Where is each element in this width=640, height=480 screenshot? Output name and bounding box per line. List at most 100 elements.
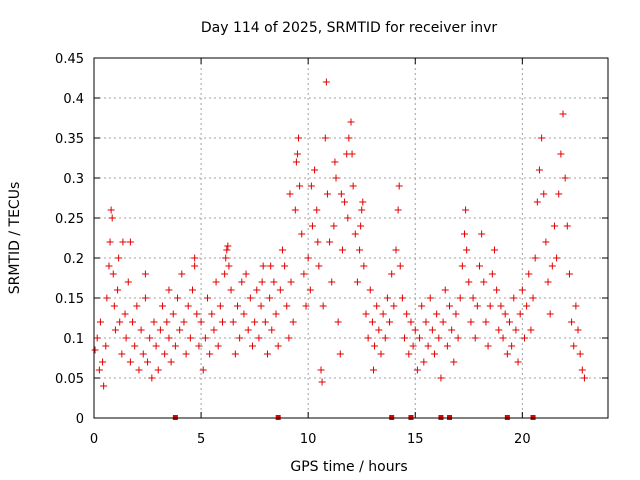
data-point — [359, 198, 367, 206]
data-point — [488, 270, 496, 278]
data-point — [540, 190, 548, 198]
data-point — [409, 342, 417, 350]
data-point — [261, 318, 269, 326]
data-point — [242, 270, 250, 278]
data-point — [171, 342, 179, 350]
data-point — [550, 222, 558, 230]
data-point — [533, 198, 541, 206]
data-point — [443, 342, 451, 350]
data-point — [214, 342, 222, 350]
y-tick-label: 0.2 — [63, 252, 84, 267]
data-point — [137, 326, 145, 334]
y-tick-label: 0.45 — [55, 52, 84, 67]
data-point — [189, 286, 197, 294]
data-point — [420, 358, 428, 366]
data-point — [257, 302, 265, 310]
data-point — [201, 334, 209, 342]
data-point — [274, 342, 282, 350]
data-point — [394, 206, 402, 214]
y-tick-label: 0.1 — [63, 332, 84, 347]
data-point — [405, 350, 413, 358]
data-point — [398, 294, 406, 302]
data-point — [463, 246, 471, 254]
data-point — [531, 254, 539, 262]
data-point — [484, 342, 492, 350]
data-point — [527, 326, 535, 334]
data-point — [345, 134, 353, 142]
data-point — [300, 270, 308, 278]
data-point — [204, 294, 212, 302]
data-point — [251, 318, 259, 326]
data-point — [395, 182, 403, 190]
data-point — [568, 318, 576, 326]
data-point — [336, 350, 344, 358]
data-point — [178, 270, 186, 278]
data-point — [407, 318, 415, 326]
data-point — [174, 294, 182, 302]
data-point — [141, 294, 149, 302]
data-point — [403, 310, 411, 318]
data-point — [182, 350, 190, 358]
data-point — [314, 238, 322, 246]
y-tick-label: 0.05 — [55, 372, 84, 387]
data-point — [458, 262, 466, 270]
data-point — [102, 342, 110, 350]
data-point — [295, 134, 303, 142]
y-tick-labels: 0 0.05 0.1 0.15 0.2 0.25 0.3 0.35 0.4 0.45 — [55, 52, 84, 427]
data-point — [223, 246, 231, 254]
data-point — [362, 310, 370, 318]
data-point — [379, 310, 387, 318]
data-point — [401, 334, 409, 342]
data-point — [184, 302, 192, 310]
data-point — [236, 334, 244, 342]
data-point — [326, 238, 334, 246]
data-point — [283, 302, 291, 310]
data-point — [103, 294, 111, 302]
data-point — [431, 350, 439, 358]
data-point — [344, 214, 352, 222]
data-point — [331, 158, 339, 166]
data-point — [448, 326, 456, 334]
data-point — [210, 326, 218, 334]
data-point — [578, 366, 586, 374]
data-point — [572, 302, 580, 310]
data-point — [100, 382, 108, 390]
data-point — [565, 270, 573, 278]
data-point — [435, 334, 443, 342]
data-point — [212, 278, 220, 286]
data-point — [199, 366, 207, 374]
data-point — [165, 286, 173, 294]
data-point — [268, 326, 276, 334]
data-point — [195, 342, 203, 350]
data-point — [139, 350, 147, 358]
data-point — [255, 334, 263, 342]
data-point — [263, 350, 271, 358]
data-point — [111, 326, 119, 334]
data-point — [322, 78, 330, 86]
data-point — [480, 278, 488, 286]
data-point — [542, 238, 550, 246]
data-point — [559, 110, 567, 118]
data-point — [124, 278, 132, 286]
data-point — [364, 334, 372, 342]
data-point — [105, 262, 113, 270]
data-point — [535, 166, 543, 174]
data-point — [176, 326, 184, 334]
data-point — [392, 246, 400, 254]
data-point — [437, 374, 445, 382]
data-point — [106, 238, 114, 246]
data-point — [238, 278, 246, 286]
data-point — [553, 254, 561, 262]
data-point — [371, 342, 379, 350]
data-point — [180, 318, 188, 326]
data-point — [353, 278, 361, 286]
data-point — [276, 286, 284, 294]
data-point — [278, 246, 286, 254]
data-point — [428, 326, 436, 334]
data-point — [150, 318, 158, 326]
x-axis-label: GPS time / hours — [290, 459, 407, 475]
data-point — [356, 246, 364, 254]
data-point — [469, 294, 477, 302]
x-tick-label: 20 — [514, 432, 531, 447]
data-point — [270, 278, 278, 286]
